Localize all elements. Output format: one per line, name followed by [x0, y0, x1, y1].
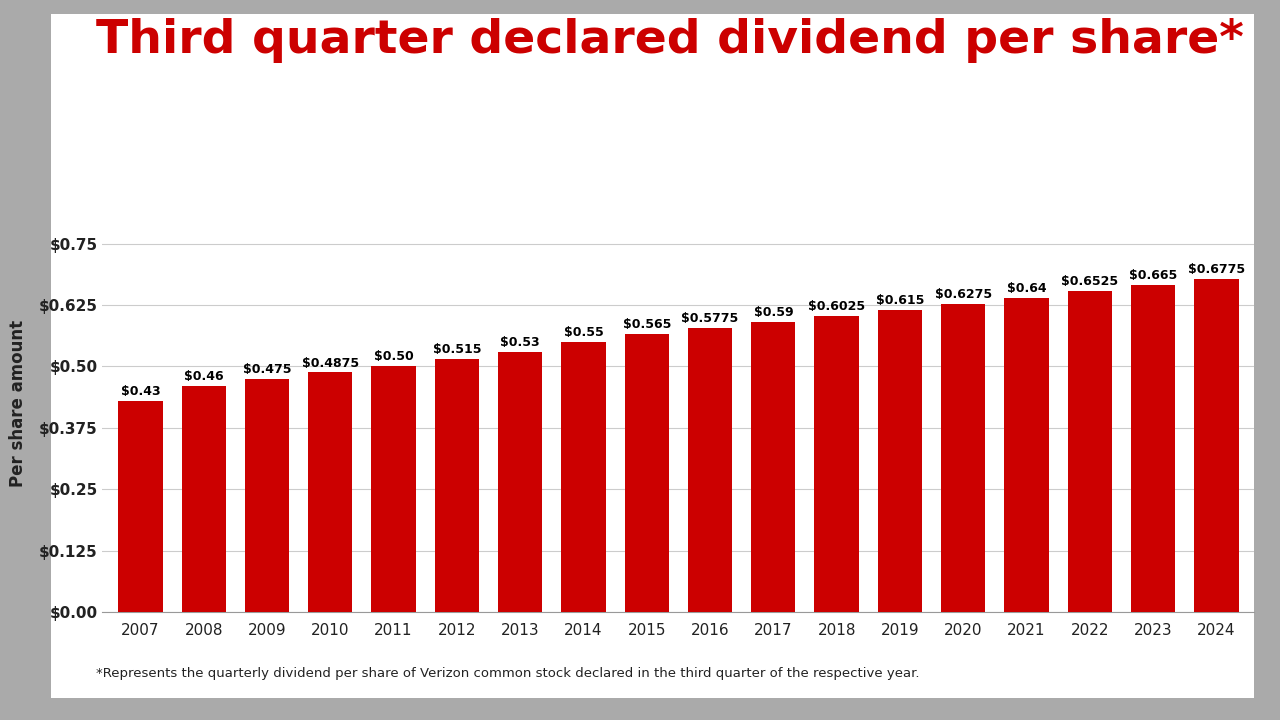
Text: $0.46: $0.46 [184, 370, 224, 383]
Bar [244, 379, 289, 612]
Text: $0.50: $0.50 [374, 351, 413, 364]
Bar [1132, 285, 1175, 612]
Text: $0.615: $0.615 [876, 294, 924, 307]
Text: $0.6025: $0.6025 [808, 300, 865, 313]
Bar [941, 304, 986, 612]
Text: $0.5775: $0.5775 [681, 312, 739, 325]
Bar [435, 359, 479, 612]
Text: $0.43: $0.43 [120, 384, 160, 397]
Bar [308, 372, 352, 612]
Bar [1068, 292, 1112, 612]
Bar [625, 334, 669, 612]
Bar [814, 316, 859, 612]
Text: *Represents the quarterly dividend per share of Verizon common stock declared in: *Represents the quarterly dividend per s… [96, 667, 919, 680]
Text: $0.6275: $0.6275 [934, 288, 992, 301]
Text: $0.665: $0.665 [1129, 269, 1178, 282]
Text: $0.53: $0.53 [500, 336, 540, 348]
Text: $0.565: $0.565 [622, 318, 671, 331]
Text: $0.55: $0.55 [563, 326, 603, 339]
Text: $0.475: $0.475 [243, 363, 292, 376]
Text: $0.4875: $0.4875 [302, 356, 358, 369]
Text: $0.59: $0.59 [754, 306, 794, 319]
Bar [878, 310, 922, 612]
Bar [1194, 279, 1239, 612]
Bar [118, 401, 163, 612]
Bar [1005, 297, 1048, 612]
Bar [498, 351, 543, 612]
Text: Third quarter declared dividend per share*: Third quarter declared dividend per shar… [96, 18, 1244, 63]
Text: $0.6525: $0.6525 [1061, 276, 1119, 289]
Text: $0.6775: $0.6775 [1188, 264, 1245, 276]
Bar [371, 366, 416, 612]
Y-axis label: Per share amount: Per share amount [9, 320, 27, 487]
Text: $0.515: $0.515 [433, 343, 481, 356]
Bar [182, 386, 225, 612]
Bar [751, 322, 795, 612]
Text: $0.64: $0.64 [1006, 282, 1046, 294]
Bar [562, 342, 605, 612]
Bar [687, 328, 732, 612]
